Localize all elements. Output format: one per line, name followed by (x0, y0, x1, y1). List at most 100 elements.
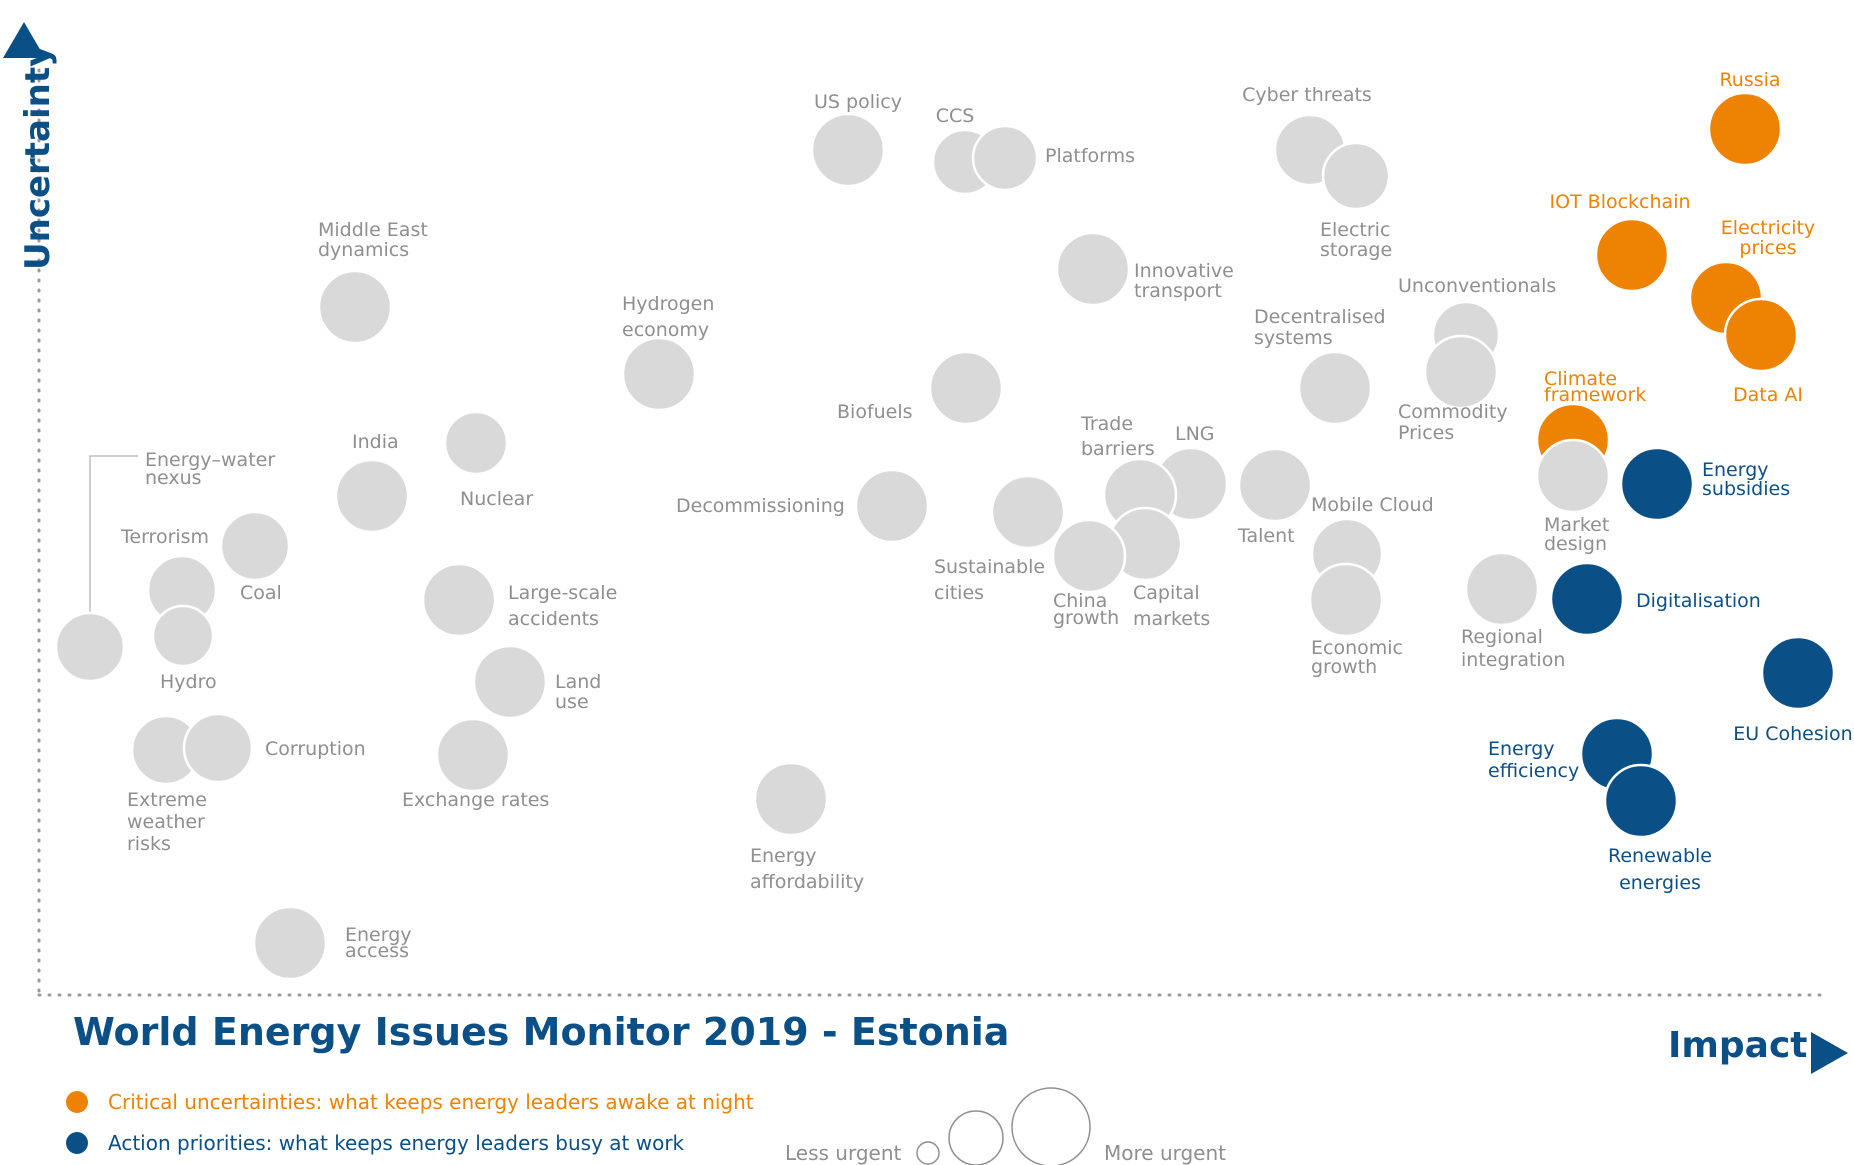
label-ccs: CCS (936, 105, 975, 127)
label-commodity-prices: Commodity Prices (1398, 401, 1508, 444)
label-hydrogen-economy: Hydrogen economy (622, 293, 714, 341)
label-unconventionals: Unconventionals (1398, 275, 1556, 297)
label-energy-subsidies: Energy subsidies (1702, 459, 1790, 500)
label-market-design: Market design (1544, 514, 1609, 555)
label-line: growth (1311, 656, 1377, 678)
bubble-energy-water-nexus (54, 611, 126, 683)
label-line: design (1544, 533, 1607, 555)
label-india: India (352, 431, 399, 453)
label-line: Energy (750, 845, 817, 867)
label-line: use (555, 691, 589, 713)
label-renewable-energies: Renewable energies (1608, 845, 1712, 894)
bubble-india (334, 458, 410, 534)
bubble-iot-blockchain (1594, 217, 1670, 293)
label-line: EU Cohesion (1733, 723, 1852, 745)
label-line: Exchange rates (402, 789, 549, 811)
label-line: LNG (1175, 423, 1215, 445)
label-line: Decentralised (1254, 306, 1386, 328)
label-line: Russia (1719, 69, 1780, 91)
bubble-nuclear (443, 410, 509, 476)
bubble-hydrogen-economy (621, 336, 697, 412)
label-energy-access: Energy access (345, 924, 412, 962)
label-line: Data AI (1733, 384, 1803, 406)
label-line: framework (1544, 384, 1646, 406)
bubble-innovative-transport (1055, 231, 1131, 307)
bubble-regional-integration (1464, 551, 1540, 627)
label-line: Energy (1702, 459, 1769, 481)
label-electric-storage: Electric storage (1320, 219, 1392, 261)
bubble-middle-east-dynamics (317, 269, 393, 345)
x-axis-arrow-icon (1811, 1032, 1848, 1074)
label-line: subsidies (1702, 478, 1790, 500)
bubble-renewable-energies (1603, 763, 1679, 839)
label-line: Prices (1398, 422, 1454, 444)
label-regional-integration: Regional integration (1461, 626, 1565, 671)
legend-item-action: Action priorities: what keeps energy lea… (66, 1131, 684, 1155)
label-line: Middle East (318, 219, 428, 241)
label-line: transport (1134, 280, 1222, 302)
label-trade-barriers: Trade barriers (1080, 413, 1155, 460)
bubble-land-use (472, 644, 548, 720)
label-digitalisation: Digitalisation (1636, 590, 1761, 612)
size-legend-medium (948, 1110, 1004, 1165)
label-line: Terrorism (120, 526, 209, 548)
label-extreme-weather-risks: Extreme weather risks (127, 789, 207, 855)
label-line: systems (1254, 327, 1333, 349)
label-line: Large-scale (508, 582, 617, 604)
y-axis-label: Uncertainty (18, 44, 58, 270)
label-energy-water-nexus: Energy–water nexus (145, 449, 275, 489)
label-line: Coal (240, 582, 282, 604)
bubble-energy-subsidies (1619, 446, 1695, 522)
label-line: Hydrogen (622, 293, 714, 315)
label-line: Capital (1133, 582, 1200, 604)
label-cyber-threats: Cyber threats (1242, 84, 1372, 106)
size-legend-more-label: More urgent (1104, 1141, 1227, 1165)
label-line: Extreme (127, 789, 207, 811)
y-axis-arrow-icon (3, 22, 45, 58)
label-line: Biofuels (837, 401, 913, 423)
label-middle-east-dynamics: Middle East dynamics (318, 219, 428, 261)
size-legend-small (916, 1141, 940, 1165)
label-platforms: Platforms (1045, 145, 1135, 167)
label-line: CCS (936, 105, 975, 127)
label-line: Platforms (1045, 145, 1135, 167)
bubble-hydro (151, 604, 215, 668)
label-line: Innovative (1134, 260, 1234, 282)
label-line: affordability (750, 871, 864, 893)
size-legend-less-label: Less urgent (785, 1141, 902, 1165)
label-us-policy: US policy (814, 91, 902, 113)
label-eu-cohesion: EU Cohesion (1733, 723, 1852, 745)
label-sustainable-cities: Sustainable cities (934, 556, 1045, 604)
bubble-data-ai (1723, 297, 1799, 373)
label-large-scale-accidents: Large-scale accidents (508, 582, 617, 630)
label-line: efficiency (1488, 760, 1579, 782)
label-line: Energy (345, 924, 412, 946)
label-line: Commodity (1398, 401, 1508, 423)
label-line: India (352, 431, 399, 453)
label-energy-efficiency: Energy efficiency (1488, 738, 1579, 782)
label-line: markets (1133, 608, 1210, 630)
bubble-corruption (182, 712, 254, 784)
chart-title: World Energy Issues Monitor 2019 - Eston… (73, 1010, 1010, 1054)
label-line: US policy (814, 91, 902, 113)
legend-item-critical: Critical uncertainties: what keeps energ… (66, 1090, 754, 1114)
label-line: energies (1619, 872, 1701, 894)
label-line: Corruption (265, 738, 366, 760)
label-line: Nuclear (460, 488, 533, 510)
label-biofuels: Biofuels (837, 401, 913, 423)
bubble-decentralised-systems (1297, 350, 1373, 426)
label-talent: Talent (1237, 525, 1295, 547)
label-iot-blockchain: IOT Blockchain (1549, 191, 1690, 213)
label-line: Decommissioning (676, 495, 845, 517)
bubble-platforms (971, 124, 1039, 192)
label-corruption: Corruption (265, 738, 366, 760)
label-line: Sustainable (934, 556, 1045, 578)
label-data-ai: Data AI (1733, 384, 1803, 406)
label-electricity-prices: Electricity prices (1721, 217, 1815, 259)
label-line: Energy–water (145, 449, 275, 471)
bubble-economic-growth (1308, 562, 1384, 638)
bubble-digitalisation (1549, 561, 1625, 637)
label-line: Energy (1488, 738, 1555, 760)
bubble-china-growth (1051, 518, 1127, 594)
